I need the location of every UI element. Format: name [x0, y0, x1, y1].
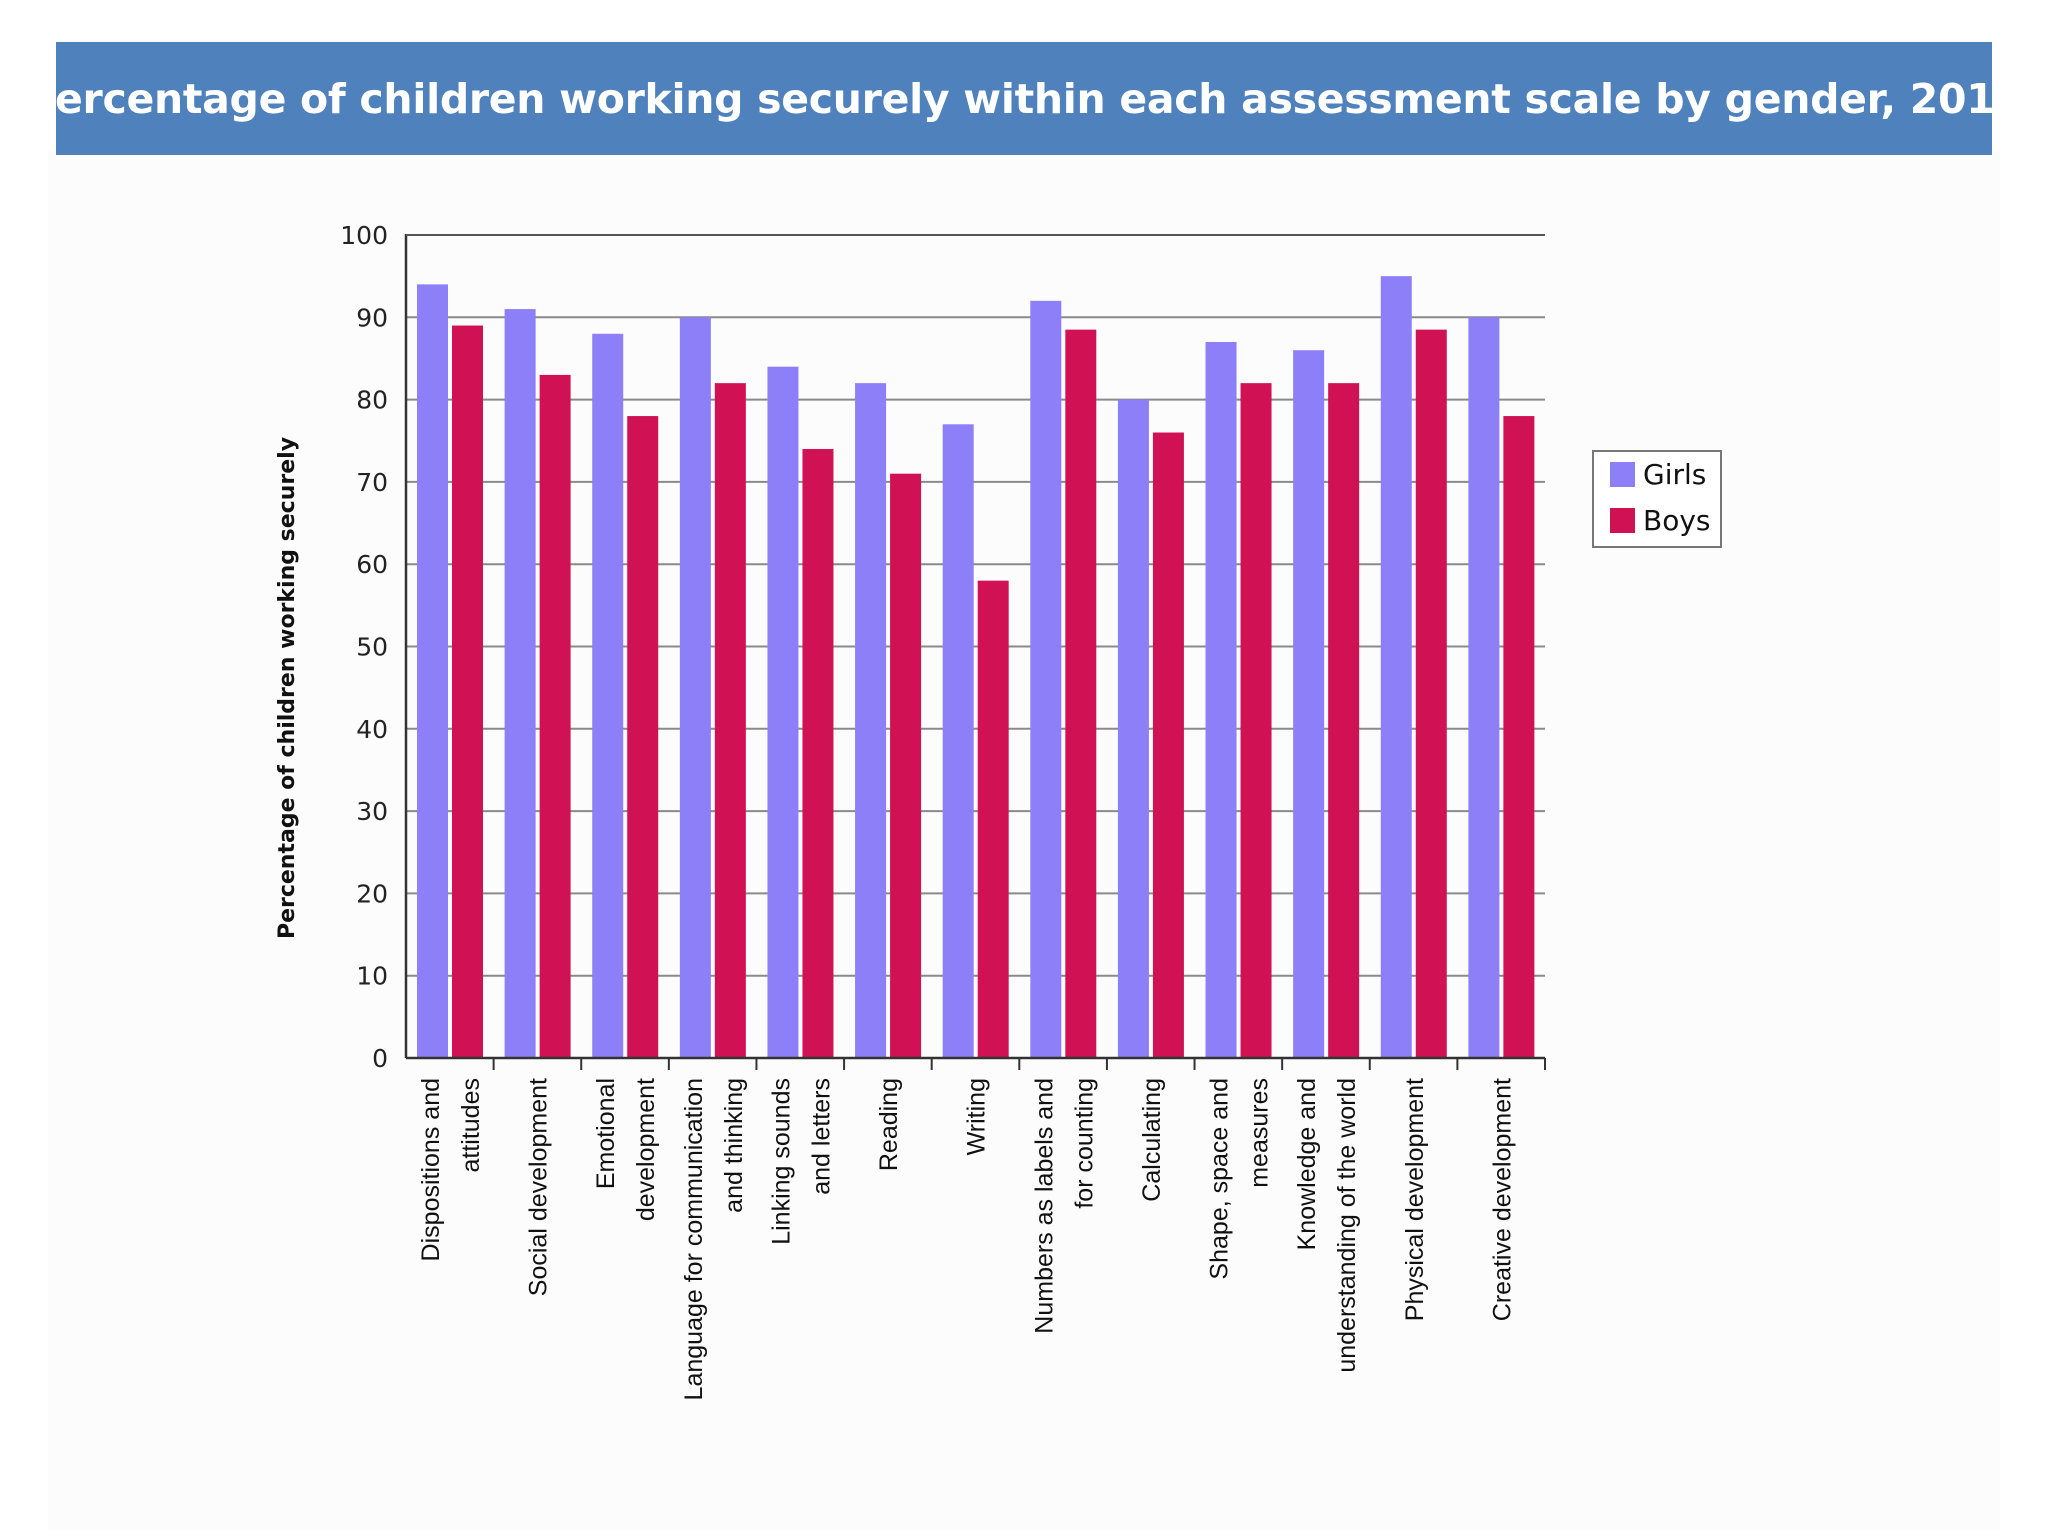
bar-girls: [1117, 399, 1149, 1059]
category-label: Writing: [963, 1078, 991, 1155]
category-label-line: and letters: [807, 1078, 835, 1195]
category-label-line: Dispositions and: [417, 1078, 445, 1261]
bar-boys: [802, 448, 834, 1059]
category-label: Social development: [525, 1078, 553, 1296]
category-label-line: Physical development: [1401, 1078, 1429, 1321]
y-tick-label: 90: [356, 303, 388, 332]
chart-title: Percentage of children working securely …: [25, 74, 2023, 123]
bar-boys: [1415, 329, 1447, 1058]
y-tick-label: 100: [340, 221, 388, 250]
bar-girls: [942, 424, 974, 1058]
bar-boys: [452, 325, 483, 1058]
category-label-line: attitudes: [457, 1078, 485, 1173]
bar-girls: [504, 309, 536, 1058]
y-tick-label: 10: [356, 962, 388, 991]
category-label: Knowledge and understanding of the world: [1293, 1078, 1361, 1373]
y-tick-label: 30: [356, 797, 388, 826]
legend-label-girls: Girls: [1643, 458, 1706, 491]
category-label-line: and thinking: [720, 1078, 748, 1213]
y-tick-label: 70: [356, 468, 388, 497]
bar-girls: [1468, 317, 1500, 1058]
bar-girls: [417, 284, 448, 1058]
category-label: Dispositions and attitudes: [417, 1078, 485, 1261]
bar-boys: [1328, 383, 1360, 1058]
bars: [417, 276, 1535, 1059]
category-label-line: Calculating: [1138, 1078, 1166, 1202]
axes: [404, 234, 1546, 1070]
bar-boys: [1503, 416, 1535, 1058]
bar-boys: [539, 374, 571, 1058]
category-label-line: Shape, space and: [1206, 1078, 1234, 1280]
y-axis-label: Percentage of children working securely: [275, 437, 300, 939]
category-label-line: understanding of the world: [1333, 1078, 1361, 1373]
category-label-line: Knowledge and: [1293, 1078, 1321, 1250]
category-label: Linking sounds and letters: [767, 1078, 835, 1245]
category-label-line: Writing: [963, 1078, 991, 1155]
y-tick-label: 50: [356, 633, 388, 662]
category-label-line: Emotional: [592, 1078, 620, 1189]
bar-girls: [679, 317, 711, 1058]
bar-boys: [890, 473, 922, 1058]
category-label-line: for counting: [1070, 1078, 1098, 1209]
category-label: Reading: [875, 1078, 903, 1171]
category-label: Numbers as labels and for counting: [1030, 1078, 1098, 1334]
legend-swatch-boys: [1610, 508, 1635, 533]
category-label: Language for communication and thinking: [680, 1078, 748, 1400]
y-tick-label: 40: [356, 715, 388, 744]
bar-boys: [1152, 432, 1184, 1058]
category-label: Physical development: [1401, 1078, 1429, 1321]
category-label-line: Reading: [875, 1078, 903, 1171]
category-label-line: Language for communication: [680, 1078, 708, 1400]
bar-boys: [977, 580, 1009, 1058]
legend: Girls Boys: [1592, 450, 1722, 548]
slide-background: [48, 150, 2000, 1530]
bar-boys: [714, 383, 746, 1058]
bar-boys: [627, 416, 659, 1058]
y-tick-label: 80: [356, 386, 388, 415]
bar-girls: [1293, 350, 1325, 1059]
category-label: Creative development: [1488, 1078, 1516, 1321]
y-tick-label: 60: [356, 550, 388, 579]
bar-girls: [1380, 276, 1412, 1058]
legend-swatch-girls: [1610, 462, 1635, 487]
title-banner: Percentage of children working securely …: [25, 42, 2023, 155]
bar-girls: [592, 333, 624, 1058]
y-tick-label: 20: [356, 879, 388, 908]
bar-girls: [767, 366, 799, 1058]
category-label: Calculating: [1138, 1078, 1166, 1202]
legend-label-boys: Boys: [1643, 504, 1711, 537]
bar-boys: [1065, 329, 1097, 1058]
category-label: Shape, space and measures: [1206, 1078, 1274, 1280]
category-label-line: Creative development: [1488, 1078, 1516, 1321]
category-labels: Dispositions and attitudes Social developm…: [417, 1078, 1516, 1400]
category-label-line: Social development: [525, 1078, 553, 1296]
gridlines: [406, 234, 1545, 977]
bar-girls: [1205, 341, 1237, 1058]
bar-girls: [855, 383, 887, 1058]
y-tick-labels: 0 10 20 30 40 50 60 70 80 90 100: [340, 221, 388, 1073]
y-tick-label: 0: [372, 1044, 388, 1073]
category-label-line: development: [632, 1078, 660, 1221]
category-label-line: Linking sounds: [767, 1078, 795, 1245]
bar-boys: [1240, 383, 1272, 1058]
category-label-line: measures: [1246, 1078, 1274, 1188]
category-label-line: Numbers as labels and: [1030, 1078, 1058, 1334]
bar-girls: [1030, 300, 1062, 1059]
category-label: Emotional development: [592, 1078, 660, 1221]
